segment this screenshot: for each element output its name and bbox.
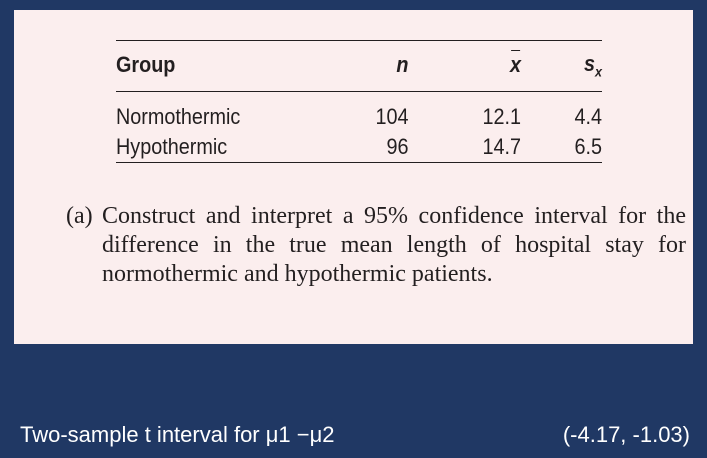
cell-xbar: 12.1 <box>482 104 521 130</box>
question-text: (a) Construct and interpret a 95% confid… <box>66 202 686 289</box>
cell-sx: 6.5 <box>521 132 602 164</box>
sx-symbol: s <box>583 51 595 76</box>
xbar-symbol: x <box>509 50 521 78</box>
answer-result: (-4.17, -1.03) <box>562 422 690 447</box>
table-header-row: Group n x sx <box>116 39 602 93</box>
table-row: Hypothermic 96 14.7 6.5 <box>116 132 602 164</box>
cell-sx: 4.4 <box>574 104 602 130</box>
question-body: Construct and interpret a 95% confidence… <box>102 203 686 287</box>
cell-group: Hypothermic <box>116 132 319 164</box>
header-xbar: x <box>408 39 521 93</box>
data-table: Group n x sx Normothermic 104 12.1 4.4 H… <box>116 39 602 164</box>
table-row: Normothermic 104 12.1 4.4 <box>116 92 602 133</box>
header-n: n <box>318 39 409 93</box>
cell-group: Normothermic <box>116 104 241 130</box>
cell-n: 104 <box>375 104 409 130</box>
answer-label: Two-sample t interval for μ1 −μ2 <box>20 422 335 447</box>
question-label: (a) <box>66 203 93 229</box>
header-sx: sx <box>521 39 602 93</box>
textbook-excerpt: Group n x sx Normothermic 104 12.1 4.4 H… <box>14 10 693 344</box>
cell-xbar: 14.7 <box>408 132 521 164</box>
cell-n: 96 <box>318 132 409 164</box>
sx-subscript: x <box>594 63 602 80</box>
header-group: Group <box>116 39 319 93</box>
